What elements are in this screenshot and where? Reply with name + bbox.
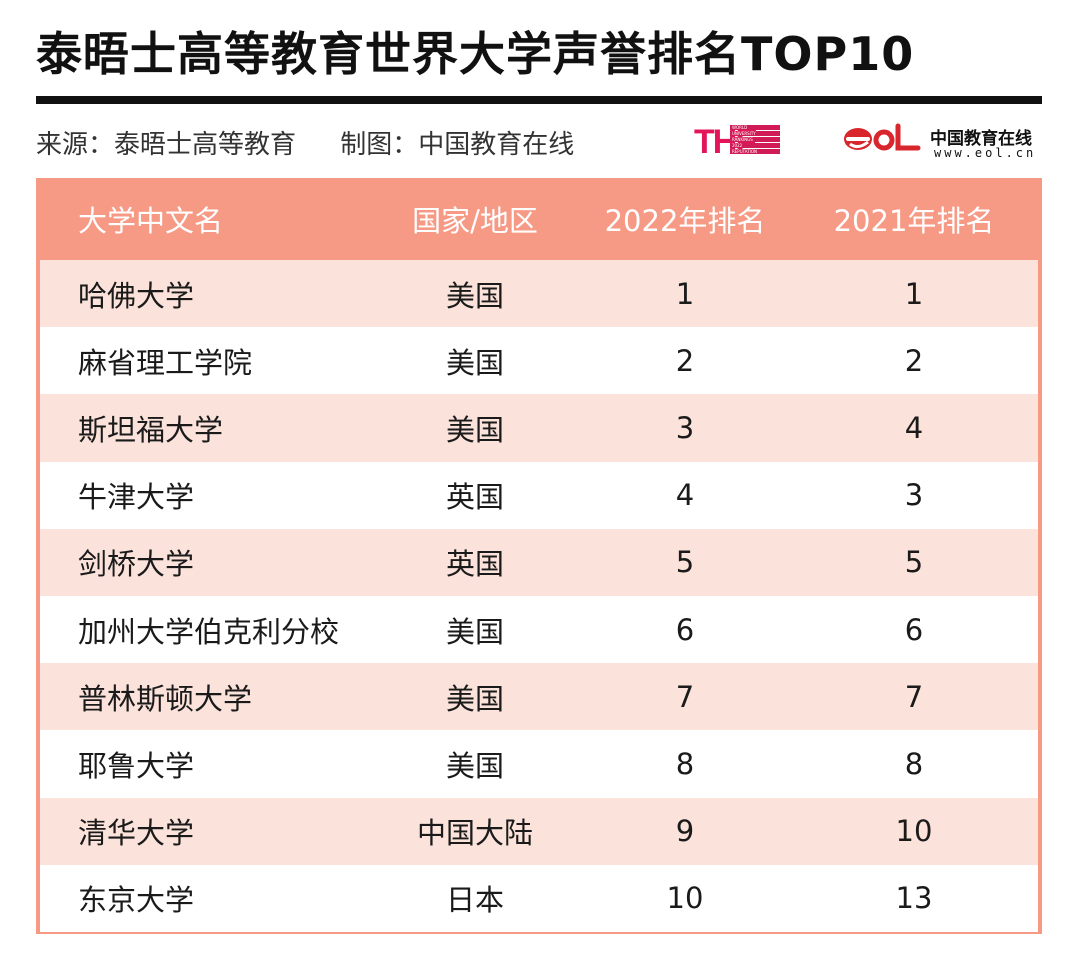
eol-logo-icon — [844, 123, 921, 151]
table-row: 耶鲁大学 美国 8 8 — [40, 730, 1038, 798]
cell-rank-2022: 6 — [675, 612, 695, 647]
cell-university-name: 清华大学 — [78, 816, 195, 851]
cell-rank-2022: 5 — [675, 545, 695, 580]
cell-university-name: 东京大学 — [78, 883, 195, 918]
cell-rank-2022: 1 — [675, 276, 695, 311]
page-title: 泰晤士高等教育世界大学声誉排名TOP10 — [36, 27, 915, 81]
the-logo-line: WORLD — [730, 125, 780, 130]
table-row: 麻省理工学院 美国 2 2 — [40, 327, 1038, 395]
cell-rank-2021: 8 — [904, 746, 924, 781]
cell-country-region: 美国 — [445, 412, 504, 447]
the-logo-line: 2022 — [730, 143, 780, 148]
cell-country-region: 美国 — [445, 278, 504, 313]
title-divider — [36, 96, 1042, 104]
header-rank-2021: 2021年排名 — [833, 204, 995, 238]
eol-logo: 中国教育在线 www.eol.cn — [842, 118, 1042, 166]
ranking-table: 大学中文名 国家/地区 2022年排名 2021年排名 哈佛大学 美国 1 1 麻省理工… — [36, 178, 1042, 934]
table-row: 剑桥大学 英国 5 5 — [40, 528, 1038, 596]
table-row: 哈佛大学 美国 1 1 — [40, 260, 1038, 328]
credit-text: 制图：中国教育在线 — [340, 130, 575, 160]
cell-university-name: 牛津大学 — [78, 480, 195, 515]
cell-rank-2022: 2 — [675, 343, 695, 378]
cell-university-name: 普林斯顿大学 — [78, 681, 253, 716]
cell-rank-2021: 10 — [895, 814, 933, 849]
cell-country-region: 英国 — [445, 480, 504, 515]
cell-university-name: 哈佛大学 — [78, 278, 195, 313]
table-header-row: 大学中文名 国家/地区 2022年排名 2021年排名 — [40, 178, 1038, 260]
the-logo-lines: WORLD UNIVERSITY RANKINGS 2022 REPUTATIO… — [730, 125, 780, 155]
cell-rank-2021: 1 — [904, 276, 924, 311]
cell-rank-2021: 4 — [904, 410, 924, 445]
cell-rank-2022: 3 — [675, 410, 695, 445]
cell-rank-2022: 8 — [675, 746, 695, 781]
cell-university-name: 剑桥大学 — [78, 547, 195, 582]
header-rank-2022: 2022年排名 — [604, 204, 766, 238]
the-rankings-logo: THE WORLD UNIVERSITY RANKINGS 2022 REPUT… — [694, 123, 782, 161]
cell-rank-2022: 9 — [675, 814, 695, 849]
cell-rank-2022: 4 — [675, 478, 695, 513]
cell-country-region: 中国大陆 — [416, 816, 533, 851]
cell-university-name: 麻省理工学院 — [78, 345, 253, 380]
cell-rank-2022: 7 — [675, 679, 695, 714]
cell-country-region: 美国 — [445, 681, 504, 716]
cell-rank-2021: 6 — [904, 612, 924, 647]
the-logo-line: REPUTATION — [730, 149, 780, 154]
source-line: 来源：泰晤士高等教育 制图：中国教育在线 — [36, 124, 574, 161]
table-row: 斯坦福大学 美国 3 4 — [40, 394, 1038, 462]
eol-logo-url: www.eol.cn — [934, 146, 1037, 160]
the-logo-line: UNIVERSITY — [730, 131, 780, 136]
cell-country-region: 美国 — [445, 345, 504, 380]
cell-country-region: 英国 — [445, 547, 504, 582]
table-row: 普林斯顿大学 美国 7 7 — [40, 663, 1038, 731]
cell-university-name: 耶鲁大学 — [78, 748, 195, 783]
eol-logo-name: 中国教育在线 — [930, 129, 1032, 149]
table-row: 东京大学 日本 10 13 — [40, 864, 1038, 932]
cell-country-region: 美国 — [445, 614, 504, 649]
cell-rank-2021: 3 — [904, 478, 924, 513]
cell-rank-2021: 13 — [895, 881, 933, 916]
table-row: 加州大学伯克利分校 美国 6 6 — [40, 595, 1038, 664]
header-country-region: 国家/地区 — [412, 204, 538, 238]
the-logo-line: RANKINGS — [730, 137, 780, 142]
cell-rank-2022: 10 — [666, 881, 704, 916]
table-row: 牛津大学 英国 4 3 — [40, 461, 1038, 529]
cell-university-name: 斯坦福大学 — [78, 412, 224, 447]
header-university-name: 大学中文名 — [78, 204, 224, 238]
cell-rank-2021: 2 — [904, 343, 924, 378]
cell-university-name: 加州大学伯克利分校 — [78, 614, 340, 649]
source-text: 来源：泰晤士高等教育 — [36, 130, 297, 160]
table-row: 清华大学 中国大陆 9 10 — [40, 797, 1038, 865]
cell-country-region: 日本 — [445, 883, 504, 918]
table-body: 哈佛大学 美国 1 1 麻省理工学院 美国 2 2 斯坦福大学 美国 3 4 牛津大学 英国 4 3 剑桥大学英… — [40, 260, 1038, 932]
cell-rank-2021: 7 — [904, 679, 924, 714]
cell-rank-2021: 5 — [904, 545, 924, 580]
cell-country-region: 美国 — [445, 748, 504, 783]
